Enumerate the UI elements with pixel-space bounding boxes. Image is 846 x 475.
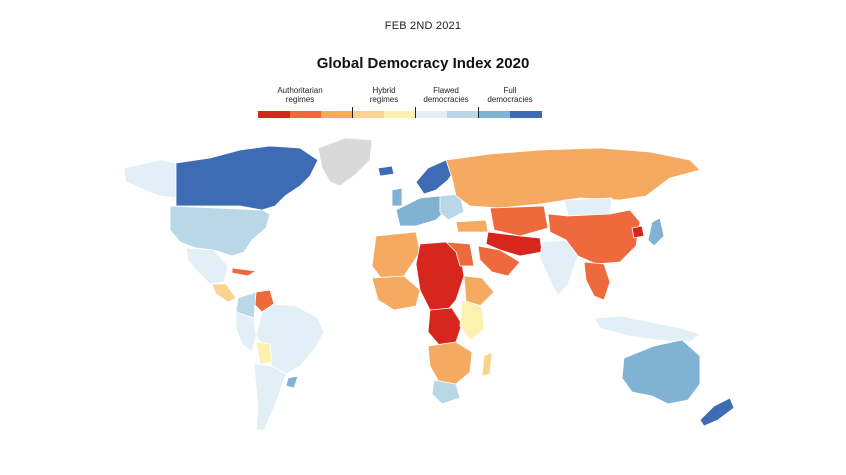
legend-divider xyxy=(415,107,416,118)
region-north-korea[interactable] xyxy=(631,225,645,239)
region-turkey[interactable] xyxy=(455,219,489,233)
legend-swatch xyxy=(352,111,384,118)
legend-swatch xyxy=(447,111,479,118)
region-southeast-asia[interactable] xyxy=(583,261,611,301)
region-new-zealand[interactable] xyxy=(699,397,735,427)
region-indonesia[interactable] xyxy=(593,315,701,343)
legend-divider xyxy=(352,107,353,118)
region-cuba[interactable] xyxy=(231,267,257,277)
legend-swatch xyxy=(415,111,447,118)
legend: Authoritarian regimes Hybrid regimes Flawe… xyxy=(258,86,542,120)
region-maghreb[interactable] xyxy=(371,231,421,283)
region-alaska[interactable] xyxy=(123,159,177,199)
region-southern-cone[interactable] xyxy=(253,363,287,431)
legend-swatch xyxy=(258,111,290,118)
page-title: Global Democracy Index 2020 xyxy=(316,55,530,72)
legend-color-scale xyxy=(258,111,542,118)
region-bolivia[interactable] xyxy=(255,341,273,365)
legend-swatch xyxy=(289,111,321,118)
region-canada[interactable] xyxy=(175,145,319,211)
region-australia[interactable] xyxy=(621,339,701,405)
region-madagascar[interactable] xyxy=(481,351,493,377)
region-arabia[interactable] xyxy=(477,245,521,277)
region-brazil[interactable] xyxy=(255,303,325,375)
legend-swatch xyxy=(478,111,510,118)
region-horn-of-africa[interactable] xyxy=(463,275,495,307)
region-usa[interactable] xyxy=(169,205,271,257)
region-uk[interactable] xyxy=(391,187,403,207)
legend-label-hybrid: Hybrid regimes xyxy=(369,86,399,104)
legend-swatch xyxy=(321,111,353,118)
region-peru[interactable] xyxy=(235,311,257,353)
region-central-asia[interactable] xyxy=(489,205,549,237)
region-china[interactable] xyxy=(547,209,641,265)
legend-swatch xyxy=(384,111,416,118)
region-egypt[interactable] xyxy=(445,241,475,267)
region-greenland[interactable] xyxy=(317,137,373,187)
legend-label-flawed: Flawed democracies xyxy=(423,86,469,104)
region-southern-africa[interactable] xyxy=(427,341,473,385)
legend-label-authoritarian: Authoritarian regimes xyxy=(277,86,323,104)
region-central-america[interactable] xyxy=(211,283,237,303)
legend-swatch xyxy=(510,111,542,118)
region-central-africa[interactable] xyxy=(427,307,463,347)
legend-label-full: Full democracies xyxy=(487,86,533,104)
region-iceland[interactable] xyxy=(377,165,395,177)
legend-divider xyxy=(478,107,479,118)
region-mongolia[interactable] xyxy=(563,197,613,217)
region-japan[interactable] xyxy=(647,217,665,247)
region-west-africa[interactable] xyxy=(371,275,421,311)
region-russia[interactable] xyxy=(445,147,701,209)
region-uruguay[interactable] xyxy=(285,375,299,389)
region-south-africa[interactable] xyxy=(431,379,461,405)
publication-date: FEB 2ND 2021 xyxy=(384,20,462,32)
region-mexico[interactable] xyxy=(185,247,229,285)
region-east-africa[interactable] xyxy=(459,299,485,341)
